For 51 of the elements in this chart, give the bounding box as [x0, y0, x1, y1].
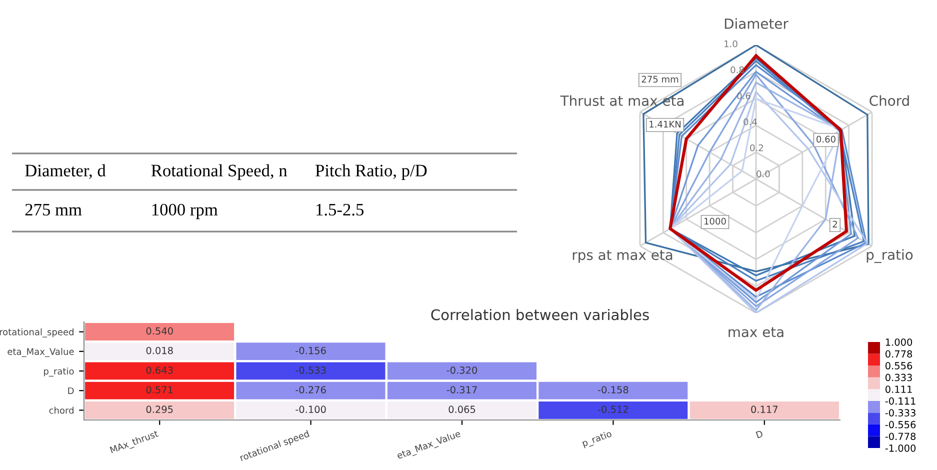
- category-label: Diameter, d: [25, 164, 106, 179]
- text: 1.5-2.5: [316, 204, 364, 216]
- data-label: -0.533: [296, 366, 326, 374]
- color-bar-label: 0.111: [886, 386, 912, 393]
- color-bar-label: -0.556: [885, 420, 916, 428]
- data-label: -0.512: [598, 406, 628, 414]
- color-bar-label: 0.556: [886, 362, 912, 370]
- spoke-label: rps at max eta: [572, 250, 672, 263]
- spoke-label: Chord: [870, 95, 909, 106]
- category-label: Pitch Ratio, p/D: [316, 164, 427, 180]
- y-tick-label: 0.0: [756, 170, 770, 178]
- data-label: -0.100: [296, 406, 326, 414]
- data-label: -0.158: [598, 386, 628, 394]
- text: 2: [832, 220, 837, 228]
- y-tick-label: chord: [49, 406, 74, 414]
- spoke-label: max eta: [728, 327, 784, 338]
- color-bar-label: -0.778: [885, 432, 916, 440]
- y-tick-label: 1.0: [724, 40, 738, 48]
- data-label: -0.320: [446, 366, 478, 374]
- data-label: -0.276: [296, 386, 326, 394]
- color-bar-label: 0.778: [886, 350, 912, 358]
- data-label: 0.065: [448, 406, 476, 414]
- y-tick-label: eta_Max_Value: [8, 348, 74, 357]
- color-bar-label: 0.333: [886, 374, 912, 382]
- spoke-label: Diameter: [724, 18, 788, 29]
- data-label: 0.540: [146, 327, 173, 335]
- color-bar-label: -0.333: [885, 409, 916, 416]
- chart-title: Correlation between variables: [431, 308, 649, 320]
- data-label: 0.295: [146, 406, 173, 414]
- text: 1.41KN: [650, 120, 680, 128]
- data-label: 0.571: [146, 386, 173, 394]
- color-bar-label: -1.000: [885, 444, 916, 452]
- text: 1000: [704, 218, 726, 225]
- spoke-label: p_ratio: [866, 249, 913, 263]
- y-tick-label: D: [68, 387, 74, 394]
- data-label: 0.018: [146, 346, 173, 354]
- spoke-label: Thrust at max eta: [560, 95, 684, 106]
- category-label: Rotational Speed, n: [151, 164, 288, 180]
- color-bar-label: -0.111: [885, 397, 916, 405]
- text: 275 mm: [25, 204, 82, 216]
- y-tick-label: 0.2: [750, 144, 763, 152]
- text: 0.60: [816, 136, 836, 143]
- data-label: 0.117: [751, 406, 778, 414]
- data-label: -0.317: [446, 386, 477, 394]
- data-label: -0.156: [296, 346, 326, 354]
- color-bar-label: 1.000: [886, 338, 912, 346]
- y-tick-label: p_ratio: [44, 368, 74, 377]
- data-label: 0.643: [146, 366, 173, 374]
- text: 1000 rpm: [152, 204, 218, 220]
- y-tick-label: rotational_speed: [0, 328, 74, 338]
- text: 275 mm: [642, 76, 678, 83]
